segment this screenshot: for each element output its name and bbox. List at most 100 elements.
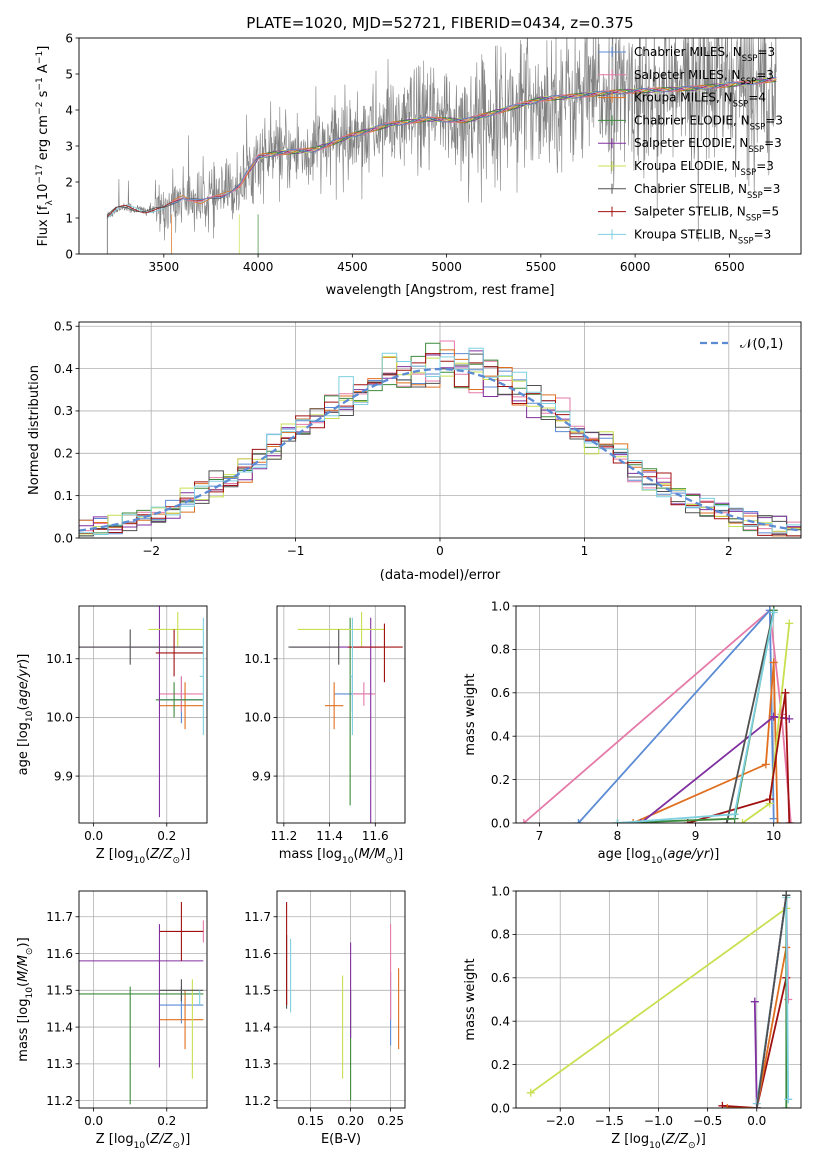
- y-tick-label: 11.5: [244, 984, 271, 998]
- errorbar-salpeter_miles: [352, 682, 376, 706]
- label-part: Salpeter ELODIE, N: [634, 136, 748, 150]
- plot-area: [288, 611, 403, 823]
- x-tick-label: 4000: [243, 260, 274, 274]
- errorbar-chabrier_elodie: [79, 986, 204, 1105]
- y-tick-label: 11.2: [244, 1094, 271, 1108]
- x-tick-label: 1: [581, 544, 589, 558]
- y-tick-label: 0.8: [491, 928, 510, 942]
- series-line: [722, 977, 788, 1108]
- legend-entry: Kroupa MILES, NSSP=4: [634, 91, 766, 109]
- x-tick-label: 0.0: [84, 1114, 103, 1128]
- label-part: SSP: [741, 76, 757, 86]
- legend-entry: Kroupa ELODIE, NSSP=3: [634, 159, 774, 177]
- label-part: ⊙: [173, 1141, 181, 1151]
- errorbar-kroupa_stelib: [199, 617, 204, 736]
- label-part: SSP: [748, 144, 764, 154]
- grid: [516, 605, 801, 824]
- errorbar-kroupa_miles: [159, 990, 204, 1050]
- x-tick-label: 0.15: [297, 1114, 324, 1128]
- model-salpeter_stelib: [107, 77, 776, 218]
- y-tick-label: 11.6: [244, 947, 271, 961]
- errorbar-kroupa_elodie: [297, 611, 385, 648]
- y-tick-label: 0.4: [491, 1015, 510, 1029]
- label-part: SSP: [741, 167, 757, 177]
- x-axis-label: (data-model)/error: [380, 568, 501, 583]
- y-tick-label: 1: [65, 211, 73, 225]
- label-part: )]: [393, 847, 403, 862]
- y-tick-label: 0.8: [491, 643, 510, 657]
- x-tick-label: 11.6: [362, 829, 389, 843]
- errorbar-kroupa_miles: [159, 682, 204, 730]
- legend-entry: Salpeter ELODIE, NSSP=3: [634, 136, 782, 154]
- y-tick-label: 0.6: [491, 686, 510, 700]
- series-line: [725, 610, 775, 823]
- series-point: [785, 819, 794, 823]
- x-axis-label: E(B-V): [321, 1132, 361, 1147]
- plot-area: [526, 891, 793, 1108]
- label-part: =3: [763, 182, 781, 196]
- y-axis-label: mass [log10(M/M⊙)]: [16, 937, 35, 1061]
- axes-frame: [78, 890, 208, 1109]
- y-tick-label: 0.0: [491, 1101, 510, 1115]
- x-tick-label: −1.0: [644, 1114, 673, 1128]
- x-tick-label: 10: [766, 829, 781, 843]
- histogram-kroupa_stelib: [79, 347, 801, 538]
- series-point: [785, 619, 794, 628]
- label-part: )]: [16, 654, 31, 664]
- series-point: [730, 810, 739, 819]
- x-tick-label: 0: [436, 544, 444, 558]
- label-part: SSP: [733, 99, 749, 109]
- series-point: [782, 1104, 791, 1108]
- y-tick-label: 10.0: [46, 711, 73, 725]
- series-line: [727, 947, 788, 1108]
- axes-frame: [78, 605, 208, 824]
- series-salpeter_elodie: [636, 712, 794, 823]
- errorbar-salpeter_stelib: [155, 629, 204, 677]
- label-part: Z [log: [611, 1132, 649, 1147]
- label-part: =5: [761, 205, 779, 219]
- series-line: [640, 715, 790, 823]
- x-tick-label: 0.25: [377, 1114, 404, 1128]
- series-chabrier_stelib: [752, 891, 791, 1108]
- x-tick-label: 8: [614, 829, 622, 843]
- label-part: mass [log: [279, 847, 342, 862]
- label-part: −2: [35, 102, 45, 115]
- label-part: =3: [756, 159, 774, 173]
- label-part: −1: [35, 51, 45, 64]
- label-part: 10: [25, 710, 35, 722]
- model-kroupa_elodie: [238, 78, 777, 184]
- label-part: mass [log: [16, 999, 31, 1062]
- x-tick-label: 0.2: [157, 1114, 176, 1128]
- label-part: Chabrier STELIB, N: [634, 182, 747, 196]
- legend-entry: Chabrier ELODIE, NSSP=3: [634, 113, 783, 131]
- label-part: 10: [342, 856, 354, 866]
- y-axis-label: age [log10(age/yr)]: [16, 654, 35, 776]
- y-tick-label: 9.9: [252, 769, 271, 783]
- axes-weight-vs-Z: −2.0 −1.5 −1.0 −0.5 0.0 0.0 0.2 0.4 0.6 0.8 1.0: [491, 884, 802, 1128]
- series-kroupa_stelib: [613, 608, 778, 823]
- y-tick-label: 0.2: [491, 1058, 510, 1072]
- label-part: Kroupa STELIB, N: [634, 227, 738, 241]
- series-point: [613, 819, 622, 823]
- axes-frame: [276, 890, 406, 1109]
- series-point: [765, 795, 774, 804]
- plot-area: [79, 902, 204, 1105]
- y-tick-label: 0: [65, 247, 73, 261]
- y-tick-label: 10.1: [46, 652, 73, 666]
- y-tick-label: 1.0: [491, 884, 510, 898]
- label-part: (: [661, 1132, 666, 1147]
- y-tick-label: 11.2: [46, 1094, 73, 1108]
- x-axis-label: mass [log10(M/M⊙)]: [279, 847, 403, 866]
- y-tick-label: 0.4: [491, 730, 510, 744]
- axes-frame: [515, 605, 802, 824]
- label-part: SSP: [747, 190, 763, 200]
- grid: [277, 891, 405, 1108]
- label-part: A: [36, 64, 51, 77]
- errorbar-chabrier_stelib: [79, 629, 204, 665]
- y-tick-label: 0.2: [491, 773, 510, 787]
- grid: [79, 606, 207, 823]
- x-axis-label: age [log10(age/yr)]: [598, 847, 720, 866]
- y-tick-label: 0.0: [54, 531, 73, 545]
- label-part: )]: [180, 847, 190, 862]
- label-part: 10: [36, 184, 51, 201]
